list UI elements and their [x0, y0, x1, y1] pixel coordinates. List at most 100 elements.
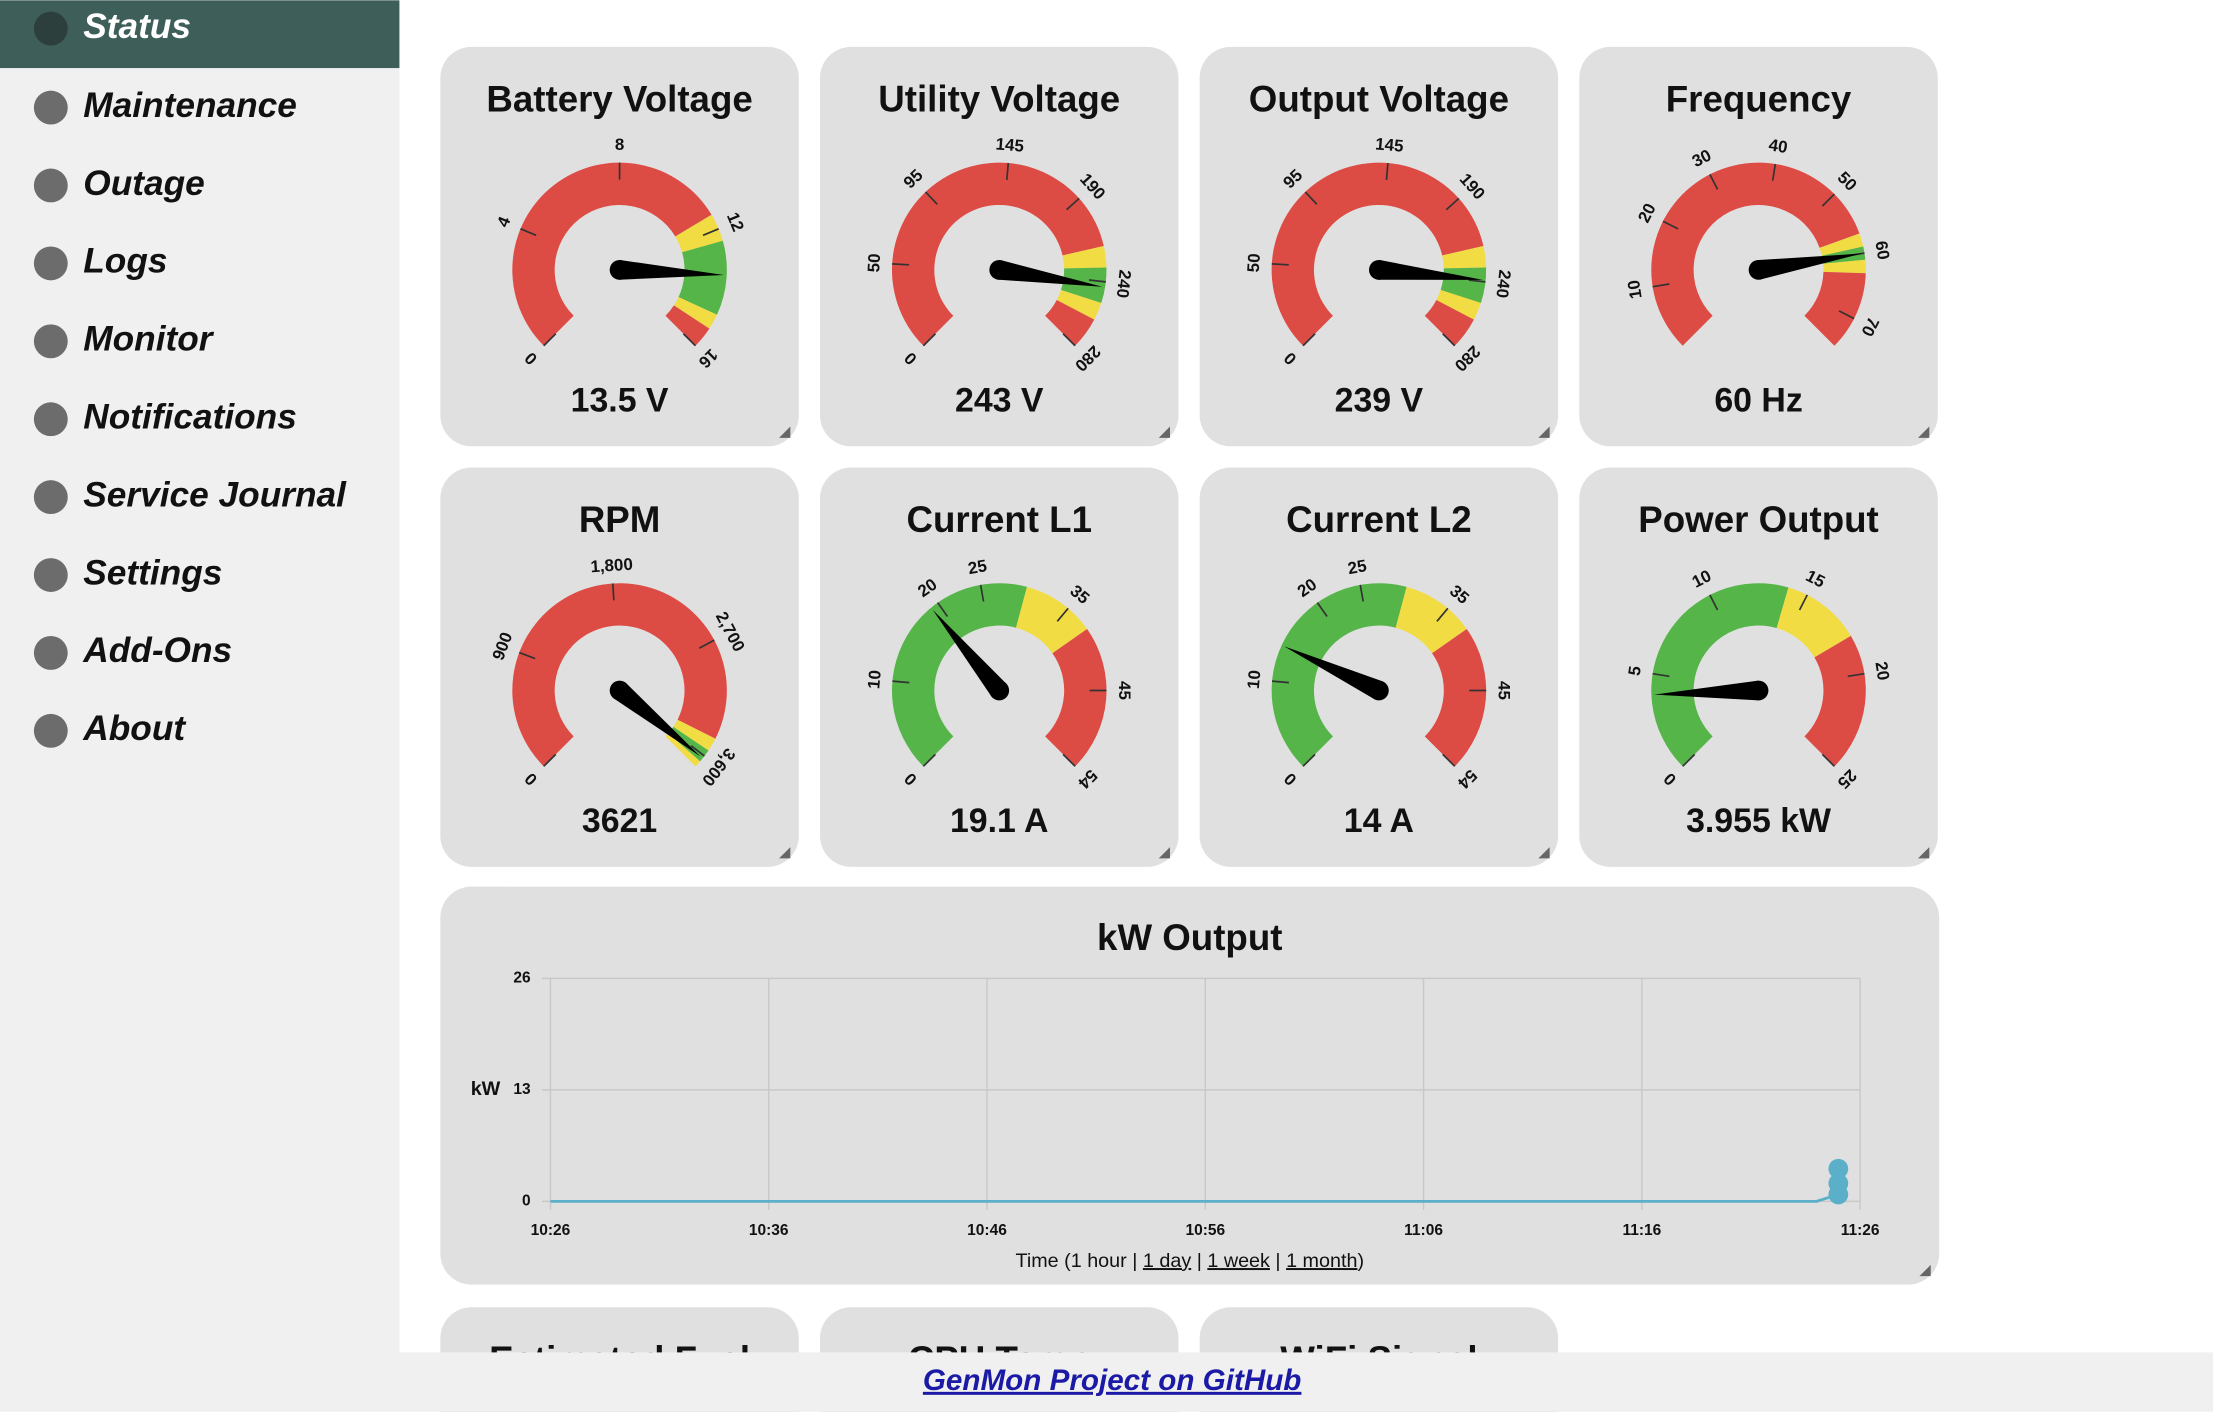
footer	[0, 1352, 2213, 1412]
gauge-tick	[1652, 672, 1670, 678]
y-tick-label: 0	[522, 1192, 531, 1209]
menu-item[interactable]: Outage	[83, 164, 204, 203]
gauge-band	[673, 719, 716, 751]
needle-pivot	[1748, 260, 1769, 280]
gauge-tick-label: 25	[967, 556, 989, 578]
gauge-band	[1016, 586, 1088, 654]
needle-pivot	[1369, 260, 1389, 280]
series-point	[1828, 1158, 1849, 1179]
card	[1199, 467, 1559, 867]
card	[1579, 46, 1938, 447]
gauge-needle	[613, 682, 701, 757]
gauge-band	[1776, 587, 1851, 658]
gauge-band	[1271, 162, 1484, 346]
gauge-tick	[1821, 193, 1835, 207]
resize-handle	[1918, 426, 1930, 438]
gauge-band	[1436, 289, 1481, 320]
menu-icon	[33, 402, 68, 437]
gauge-tick	[1442, 753, 1456, 767]
menu-item[interactable]: Logs	[83, 242, 167, 281]
y-tick-label: 26	[513, 969, 531, 986]
gauge-tick-label: 145	[995, 134, 1025, 155]
gauge-band	[1651, 162, 1860, 346]
gauge-value: 19.1 A	[950, 802, 1049, 840]
x-tick-label: 10:26	[531, 1222, 571, 1239]
x-tick-label: 11:06	[1404, 1222, 1443, 1239]
series-point	[1828, 1173, 1849, 1194]
gauge-tick-label: 10	[1244, 669, 1265, 689]
menu-icon	[33, 635, 68, 670]
needle-pivot	[989, 260, 1010, 280]
gauge-band	[678, 240, 727, 315]
gauge-needle	[619, 260, 724, 280]
menu-item[interactable]: Add-Ons	[82, 631, 232, 670]
gauge-tick-label: 60	[1871, 240, 1893, 262]
gauge-needle	[997, 260, 1103, 287]
gauge-band	[1062, 246, 1107, 269]
gauge-tick	[1847, 672, 1865, 678]
range-link[interactable]: 1 week	[1207, 1250, 1270, 1272]
gauge-tick	[892, 263, 910, 266]
sidebar	[0, 0, 400, 1412]
gauge-tick	[1821, 753, 1835, 767]
gauge-needle	[1756, 253, 1862, 280]
time-caption: Time (1 hour | 1 day | 1 week | 1 month)	[1016, 1250, 1365, 1272]
gauge-band	[1819, 233, 1864, 256]
gauge-band	[1056, 289, 1102, 320]
menu-icon	[33, 246, 68, 281]
gauge-tick	[1442, 333, 1456, 347]
gauge-band	[512, 162, 712, 346]
gauge-tick	[702, 228, 720, 237]
gauge-tick	[1302, 333, 1316, 347]
gauge-band	[891, 583, 1027, 767]
card	[440, 467, 799, 867]
gauge-tick	[1468, 279, 1486, 283]
range-link[interactable]: 1 day	[1143, 1250, 1191, 1272]
resize-handle	[779, 847, 791, 859]
range-link[interactable]: 1 month	[1286, 1250, 1357, 1272]
gauge-title: Output Voltage	[1249, 79, 1509, 120]
needle-pivot	[609, 260, 630, 280]
menu-item[interactable]: Monitor	[83, 320, 215, 359]
gauge-tick	[1445, 197, 1460, 211]
gauge-band	[665, 305, 710, 346]
gauge-tick	[922, 333, 936, 347]
gauge-tick	[937, 602, 949, 617]
gauge-tick	[1304, 191, 1318, 205]
gauge-needle	[1654, 680, 1759, 701]
resize-handle	[1538, 847, 1550, 859]
gauge-tick	[1682, 753, 1696, 767]
gauge-tick-label: 10	[864, 669, 885, 689]
separator: |	[1275, 1250, 1280, 1272]
menu-item[interactable]: Notifications	[83, 398, 297, 437]
gauge-tick-label: 145	[1375, 134, 1405, 155]
gauge-value: 13.5 V	[571, 382, 669, 420]
gauge-title: RPM	[579, 499, 661, 540]
resize-handle	[779, 426, 791, 438]
menu-item[interactable]: Service Journal	[83, 475, 347, 514]
gauge-tick-label: 10	[1624, 279, 1646, 301]
gauge-band	[1823, 259, 1866, 274]
needle-pivot	[609, 680, 630, 701]
gauge-tick-label: 240	[1113, 269, 1135, 299]
gauge-tick	[1088, 279, 1106, 283]
chart-title: kW Output	[1097, 917, 1282, 958]
menu-item[interactable]: Maintenance	[83, 86, 297, 125]
resize-handle	[1538, 426, 1550, 438]
caption-text: )	[1357, 1250, 1364, 1272]
menu-item[interactable]: Settings	[83, 553, 222, 592]
gauge-tick	[1066, 197, 1080, 211]
footer-link[interactable]: GenMon Project on GitHub	[923, 1364, 1302, 1397]
gauge-tick	[1062, 753, 1076, 767]
gauge-tick	[690, 745, 705, 757]
menu-item[interactable]: About	[82, 709, 186, 748]
menu-icon	[33, 480, 68, 515]
gauge-band	[1424, 628, 1487, 767]
gauge-band	[512, 583, 727, 767]
gauge-band	[891, 162, 1104, 346]
gauge-band	[1395, 586, 1467, 654]
menu-item[interactable]: Status	[83, 7, 191, 46]
gauge-band	[1804, 271, 1866, 346]
gauge-value: 3621	[582, 802, 657, 840]
